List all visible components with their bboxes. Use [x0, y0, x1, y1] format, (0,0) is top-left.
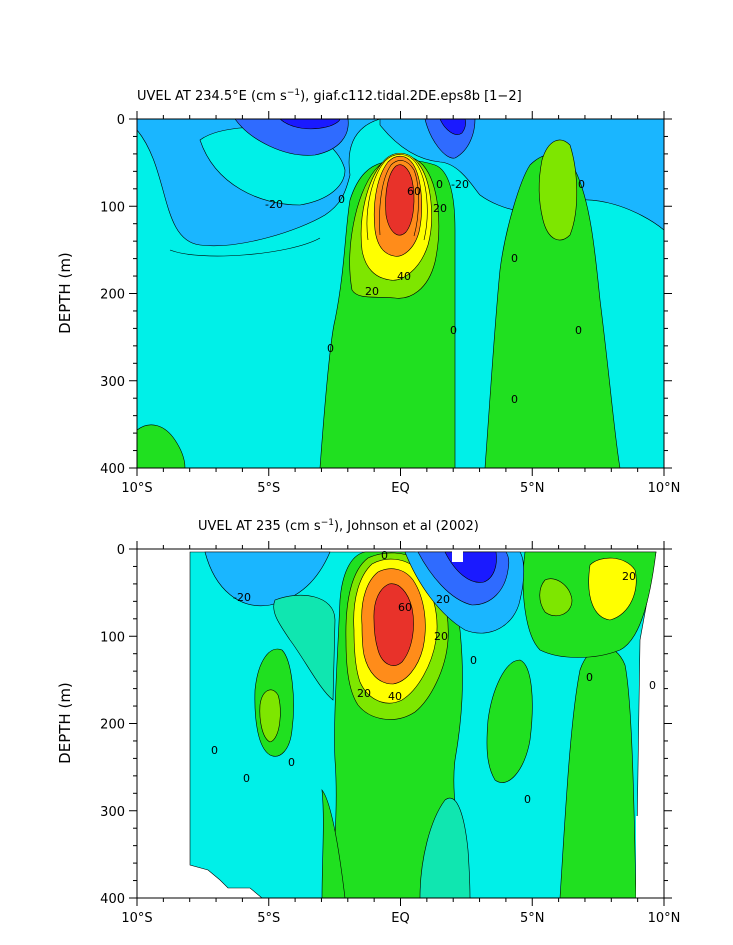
- contour-label: 60: [407, 185, 421, 198]
- contour-band: [486, 659, 533, 783]
- y-tick-label-bottom: 100: [100, 630, 125, 645]
- contour-label: 0: [327, 342, 334, 355]
- x-tick-label-bottom: 5°N: [520, 911, 545, 926]
- contour-band: [385, 164, 415, 236]
- contour-band: [137, 424, 186, 468]
- missing-data: [648, 825, 664, 898]
- contour-band: [539, 578, 573, 616]
- contour-label: 40: [397, 270, 411, 283]
- x-tick-label-top: 10°S: [121, 481, 152, 496]
- y-tick-label-bottom: 400: [100, 892, 125, 907]
- contour-label: 0: [450, 324, 457, 337]
- contour-label: -20: [265, 198, 283, 211]
- x-tick-label-bottom: 10°S: [121, 911, 152, 926]
- y-tick-label-top: 200: [100, 288, 125, 303]
- contour-label: 40: [388, 690, 402, 703]
- contour-band: [273, 594, 336, 701]
- contour-field-bottom: [137, 549, 664, 898]
- contour-label: 0: [575, 324, 582, 337]
- contour-line: [366, 154, 428, 241]
- contour-label: 0: [578, 178, 585, 191]
- chart-title-bottom: UVEL AT 235 (cm s−1), Johnson et al (200…: [198, 518, 479, 534]
- contour-label: 0: [288, 756, 295, 769]
- chart-title-top: UVEL AT 234.5°E (cm s−1), giaf.c112.tida…: [137, 88, 522, 104]
- x-tick-label-top: 5°N: [520, 481, 545, 496]
- y-tick-label-top: 100: [100, 200, 125, 215]
- contour-band: [321, 789, 346, 898]
- contour-label: 0: [381, 549, 388, 562]
- contour-label: 0: [243, 772, 250, 785]
- y-tick-label-top: 300: [100, 375, 125, 390]
- missing-data: [452, 549, 463, 562]
- contour-label: 20: [436, 593, 450, 606]
- y-axis-label-bottom: DEPTH (m): [56, 682, 74, 764]
- contour-band: [588, 557, 637, 621]
- x-tick-label-bottom: 10°N: [648, 911, 681, 926]
- contour-label: 60: [398, 601, 412, 614]
- x-tick-label-bottom: 5°S: [257, 911, 280, 926]
- y-tick-label-top: 400: [100, 462, 125, 477]
- contour-label: 20: [434, 630, 448, 643]
- contour-band: [419, 797, 471, 898]
- contour-band: [538, 139, 578, 241]
- contour-band: [204, 551, 331, 607]
- contour-label: 20: [357, 687, 371, 700]
- contour-band: [279, 119, 341, 130]
- contour-line: [379, 160, 419, 237]
- contour-label: 0: [586, 671, 593, 684]
- y-tick-label-bottom: 300: [100, 805, 125, 820]
- x-tick-label-top: 5°S: [257, 481, 280, 496]
- panel-bottom: UVEL AT 235 (cm s−1), Johnson et al (200…: [56, 518, 680, 926]
- contour-band: [439, 119, 466, 135]
- contour-label: 0: [524, 793, 531, 806]
- contour-field-top: [137, 119, 664, 468]
- contour-label: 0: [470, 654, 477, 667]
- x-tick-label-bottom: EQ: [391, 911, 409, 926]
- contour-line: [169, 237, 321, 257]
- contour-label: 0: [338, 193, 345, 206]
- contour-label: 0: [511, 393, 518, 406]
- x-tick-label-top: 10°N: [648, 481, 681, 496]
- contour-label: -20: [451, 178, 469, 191]
- contour-label: 0: [649, 679, 656, 692]
- contour-labels-top: -20 0 20 40 60 0 -20 20 0 0 0 0 0 0: [265, 178, 585, 406]
- contour-label: 20: [365, 285, 379, 298]
- y-tick-label-bottom: 200: [100, 718, 125, 733]
- panel-top: UVEL AT 234.5°E (cm s−1), giaf.c112.tida…: [56, 88, 680, 496]
- contour-label: 20: [622, 570, 636, 583]
- contour-band: [259, 689, 281, 743]
- contour-label: 0: [211, 744, 218, 757]
- y-axis-label-top: DEPTH (m): [56, 252, 74, 334]
- contour-band: [373, 583, 414, 666]
- contour-label: 0: [511, 252, 518, 265]
- x-tick-label-top: EQ: [391, 481, 409, 496]
- contour-label: -20: [233, 591, 251, 604]
- contour-label: 0: [436, 178, 443, 191]
- y-tick-label-top: 0: [117, 113, 125, 128]
- contour-labels-bottom: -20 0 60 40 20 20 20 0 0 0 0 0 0 0 20: [211, 549, 656, 806]
- y-tick-label-bottom: 0: [117, 543, 125, 558]
- contour-label: 20: [433, 202, 447, 215]
